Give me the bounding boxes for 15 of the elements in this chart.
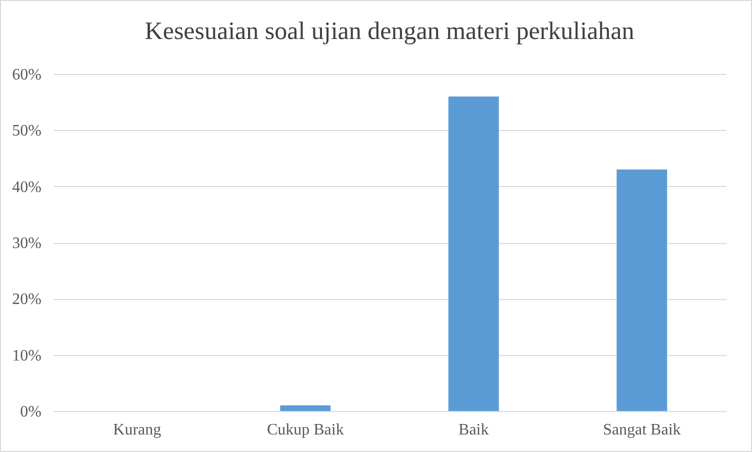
chart-title: Kesesuaian soal ujian dengan materi perkuliahan xyxy=(144,18,635,45)
y-tick-label: 30% xyxy=(12,235,42,252)
y-tick-label: 50% xyxy=(12,122,42,140)
y-tick-label: 10% xyxy=(12,347,42,364)
x-tick-label: Baik xyxy=(458,422,489,438)
y-tick-label: 20% xyxy=(12,291,42,308)
y-tick-label: 60% xyxy=(12,66,42,84)
x-tick-label: Cukup Baik xyxy=(266,422,344,438)
bar xyxy=(280,405,331,411)
y-tick-label: 0% xyxy=(20,404,42,420)
y-tick-label: 40% xyxy=(12,178,42,196)
bar xyxy=(448,96,499,411)
x-tick-label: Sangat Baik xyxy=(602,422,681,438)
x-tick-label: Kurang xyxy=(113,422,162,438)
bar xyxy=(616,169,668,411)
